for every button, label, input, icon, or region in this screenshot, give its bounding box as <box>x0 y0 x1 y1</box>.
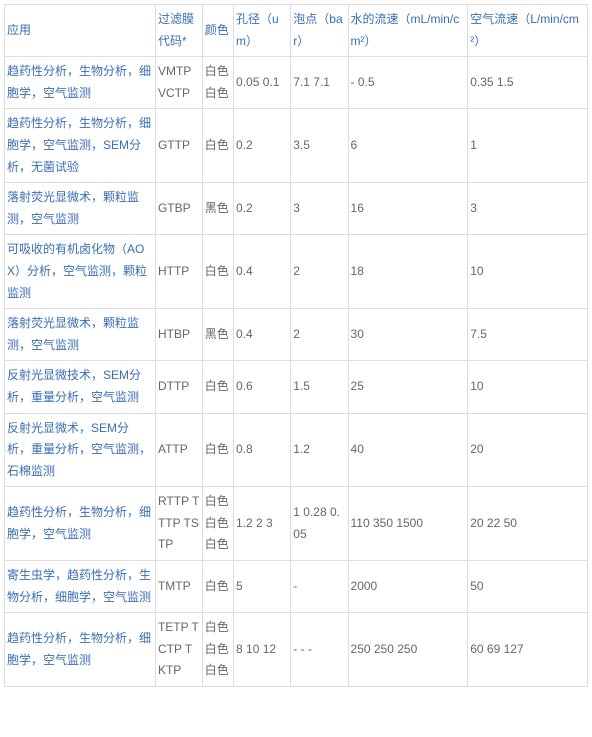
cell-filter-code: ATTP <box>155 413 202 487</box>
header-pore-size: 孔径（um） <box>234 5 291 57</box>
cell-water-flow: 110 350 1500 <box>348 487 468 561</box>
cell-bubble-point: - - - <box>291 613 348 687</box>
cell-pore-size: 5 <box>234 561 291 613</box>
cell-water-flow: 40 <box>348 413 468 487</box>
cell-bubble-point: 1 0.28 0.05 <box>291 487 348 561</box>
cell-color: 白色 白色 白色 <box>202 613 233 687</box>
cell-water-flow: 18 <box>348 235 468 309</box>
cell-air-flow: 10 <box>468 361 588 413</box>
cell-air-flow: 50 <box>468 561 588 613</box>
cell-air-flow: 0.35 1.5 <box>468 57 588 109</box>
cell-filter-code: DTTP <box>155 361 202 413</box>
cell-application-link[interactable]: 落射荧光显微术，颗粒监测，空气监测 <box>5 183 156 235</box>
cell-color: 白色 <box>202 361 233 413</box>
cell-bubble-point: 2 <box>291 235 348 309</box>
table-row: 落射荧光显微术，颗粒监测，空气监测GTBP黑色0.23163 <box>5 183 588 235</box>
cell-water-flow: 25 <box>348 361 468 413</box>
cell-pore-size: 0.6 <box>234 361 291 413</box>
header-filter-code: 过滤膜代码* <box>155 5 202 57</box>
cell-application-link[interactable]: 趋药性分析，生物分析，细胞学，空气监测 <box>5 613 156 687</box>
cell-application-link[interactable]: 反射光显微技术，SEM分析，重量分析，空气监测 <box>5 361 156 413</box>
table-header-row: 应用 过滤膜代码* 颜色 孔径（um） 泡点（bar） 水的流速（mL/min/… <box>5 5 588 57</box>
table-row: 反射光显微技术，SEM分析，重量分析，空气监测DTTP白色0.61.52510 <box>5 361 588 413</box>
table-row: 落射荧光显微术，颗粒监测，空气监测HTBP黑色0.42307.5 <box>5 309 588 361</box>
cell-color: 白色 白色 白色 <box>202 487 233 561</box>
cell-color: 白色 <box>202 109 233 183</box>
table-row: 趋药性分析，生物分析，细胞学，空气监测VMTP VCTP白色 白色0.05 0.… <box>5 57 588 109</box>
cell-color: 白色 <box>202 561 233 613</box>
cell-pore-size: 8 10 12 <box>234 613 291 687</box>
header-color: 颜色 <box>202 5 233 57</box>
table-row: 趋药性分析，生物分析，细胞学，空气监测TETP TCTP TKTP白色 白色 白… <box>5 613 588 687</box>
cell-application-link[interactable]: 可吸收的有机卤化物（AOX）分析，空气监测，颗粒监测 <box>5 235 156 309</box>
cell-bubble-point: - <box>291 561 348 613</box>
cell-color: 白色 <box>202 413 233 487</box>
cell-bubble-point: 3.5 <box>291 109 348 183</box>
cell-bubble-point: 1.5 <box>291 361 348 413</box>
cell-filter-code: GTTP <box>155 109 202 183</box>
cell-pore-size: 0.05 0.1 <box>234 57 291 109</box>
cell-color: 黑色 <box>202 309 233 361</box>
cell-color: 白色 白色 <box>202 57 233 109</box>
cell-filter-code: HTTP <box>155 235 202 309</box>
table-row: 可吸收的有机卤化物（AOX）分析，空气监测，颗粒监测HTTP白色0.421810 <box>5 235 588 309</box>
cell-air-flow: 20 <box>468 413 588 487</box>
table-row: 趋药性分析，生物分析，细胞学，空气监测RTTP TTTP TSTP白色 白色 白… <box>5 487 588 561</box>
cell-bubble-point: 7.1 7.1 <box>291 57 348 109</box>
cell-water-flow: 2000 <box>348 561 468 613</box>
cell-application-link[interactable]: 趋药性分析，生物分析，细胞学，空气监测，SEM分析，无菌试验 <box>5 109 156 183</box>
table-row: 趋药性分析，生物分析，细胞学，空气监测，SEM分析，无菌试验GTTP白色0.23… <box>5 109 588 183</box>
cell-bubble-point: 3 <box>291 183 348 235</box>
cell-filter-code: RTTP TTTP TSTP <box>155 487 202 561</box>
cell-application-link[interactable]: 趋药性分析，生物分析，细胞学，空气监测 <box>5 487 156 561</box>
cell-air-flow: 60 69 127 <box>468 613 588 687</box>
header-application: 应用 <box>5 5 156 57</box>
header-water-flow: 水的流速（mL/min/cm²） <box>348 5 468 57</box>
cell-filter-code: GTBP <box>155 183 202 235</box>
header-air-flow: 空气流速（L/min/cm²） <box>468 5 588 57</box>
table-body: 趋药性分析，生物分析，细胞学，空气监测VMTP VCTP白色 白色0.05 0.… <box>5 57 588 687</box>
filter-membrane-table: 应用 过滤膜代码* 颜色 孔径（um） 泡点（bar） 水的流速（mL/min/… <box>4 4 588 687</box>
cell-pore-size: 0.4 <box>234 309 291 361</box>
cell-pore-size: 0.4 <box>234 235 291 309</box>
cell-water-flow: 250 250 250 <box>348 613 468 687</box>
cell-application-link[interactable]: 反射光显微术，SEM分析，重量分析，空气监测，石棉监测 <box>5 413 156 487</box>
header-bubble-point: 泡点（bar） <box>291 5 348 57</box>
cell-water-flow: 30 <box>348 309 468 361</box>
cell-air-flow: 20 22 50 <box>468 487 588 561</box>
cell-bubble-point: 1.2 <box>291 413 348 487</box>
cell-filter-code: VMTP VCTP <box>155 57 202 109</box>
cell-application-link[interactable]: 落射荧光显微术，颗粒监测，空气监测 <box>5 309 156 361</box>
table-row: 反射光显微术，SEM分析，重量分析，空气监测，石棉监测ATTP白色0.81.24… <box>5 413 588 487</box>
cell-application-link[interactable]: 寄生虫学，趋药性分析，生物分析，细胞学，空气监测 <box>5 561 156 613</box>
cell-pore-size: 0.8 <box>234 413 291 487</box>
cell-air-flow: 3 <box>468 183 588 235</box>
cell-pore-size: 0.2 <box>234 183 291 235</box>
cell-air-flow: 7.5 <box>468 309 588 361</box>
cell-filter-code: HTBP <box>155 309 202 361</box>
cell-pore-size: 0.2 <box>234 109 291 183</box>
cell-color: 黑色 <box>202 183 233 235</box>
cell-water-flow: 16 <box>348 183 468 235</box>
table-row: 寄生虫学，趋药性分析，生物分析，细胞学，空气监测TMTP白色5-200050 <box>5 561 588 613</box>
cell-air-flow: 1 <box>468 109 588 183</box>
cell-water-flow: - 0.5 <box>348 57 468 109</box>
cell-color: 白色 <box>202 235 233 309</box>
cell-application-link[interactable]: 趋药性分析，生物分析，细胞学，空气监测 <box>5 57 156 109</box>
cell-bubble-point: 2 <box>291 309 348 361</box>
cell-pore-size: 1.2 2 3 <box>234 487 291 561</box>
cell-water-flow: 6 <box>348 109 468 183</box>
cell-air-flow: 10 <box>468 235 588 309</box>
cell-filter-code: TETP TCTP TKTP <box>155 613 202 687</box>
cell-filter-code: TMTP <box>155 561 202 613</box>
